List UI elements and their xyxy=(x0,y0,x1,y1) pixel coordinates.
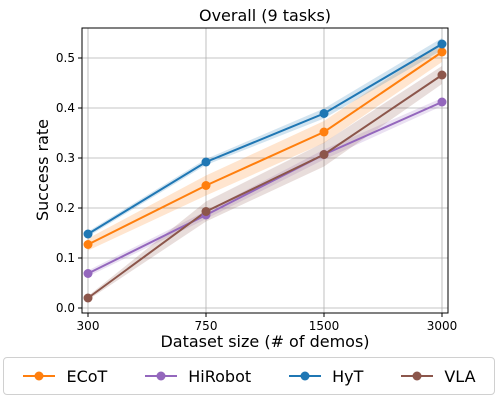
point-vla-0 xyxy=(83,293,93,303)
band-ecot xyxy=(88,42,442,251)
point-hyt-1 xyxy=(201,157,211,167)
point-ecot-2 xyxy=(319,127,329,137)
y-axis-ticks: 0.0 0.1 0.2 0.3 0.4 0.5 xyxy=(56,51,82,315)
x-tick-label-3: 3000 xyxy=(427,319,458,333)
point-hirobot-0 xyxy=(83,269,93,278)
y-tick-label-5: 0.5 xyxy=(56,51,75,65)
x-axis-label: Dataset size (# of demos) xyxy=(160,332,369,351)
line-chart: 300 750 1500 3000 0.0 0.1 0.2 0.3 0.4 0.5 Overal… xyxy=(33,6,458,351)
legend-item-ecot: ECoT xyxy=(22,367,107,386)
point-hyt-3 xyxy=(437,39,447,49)
band-hirobot xyxy=(88,98,442,277)
point-ecot-1 xyxy=(201,181,211,190)
x-axis-ticks: 300 750 1500 3000 xyxy=(77,313,458,333)
point-vla-2 xyxy=(319,150,329,159)
legend-item-hirobot: HiRobot xyxy=(144,367,251,386)
point-ecot-3 xyxy=(437,47,447,57)
y-tick-label-4: 0.4 xyxy=(56,101,75,115)
legend-label-hirobot: HiRobot xyxy=(188,366,252,386)
line-hyt xyxy=(87,43,443,235)
plot-frame xyxy=(81,27,449,314)
legend: ECoT HiRobot HyT VLA xyxy=(3,357,495,395)
legend-item-vla: VLA xyxy=(400,366,476,386)
line-hirobot xyxy=(87,101,443,275)
y-tick-label-1: 0.1 xyxy=(56,251,75,265)
y-tick-label-0: 0.0 xyxy=(56,301,75,315)
line-vla xyxy=(87,74,443,299)
legend-swatch-vla xyxy=(401,371,434,381)
x-tick-label-2: 1500 xyxy=(309,319,340,333)
point-ecot-0 xyxy=(83,240,93,249)
point-hyt-2 xyxy=(319,109,329,118)
legend-item-hyt: HyT xyxy=(288,367,363,386)
point-vla-1 xyxy=(201,207,211,216)
legend-swatch-ecot xyxy=(23,371,56,381)
x-tick-label-0: 300 xyxy=(77,319,100,333)
legend-swatch-hirobot xyxy=(145,371,178,381)
legend-label-hyt: HyT xyxy=(332,366,364,386)
series-points xyxy=(83,39,447,303)
y-axis-label: Success rate xyxy=(33,119,52,221)
y-tick-label-3: 0.3 xyxy=(56,151,75,165)
point-hyt-0 xyxy=(83,229,93,239)
line-ecot xyxy=(87,51,443,246)
point-hirobot-3 xyxy=(437,97,447,107)
x-tick-label-1: 750 xyxy=(195,319,218,333)
point-vla-3 xyxy=(437,70,447,80)
grid-lines xyxy=(82,28,448,313)
legend-label-vla: VLA xyxy=(444,366,476,386)
legend-label-ecot: ECoT xyxy=(66,366,108,386)
legend-swatch-hyt xyxy=(289,371,322,381)
y-tick-label-2: 0.2 xyxy=(56,201,75,215)
chart-title: Overall (9 tasks) xyxy=(199,6,331,25)
series-lines xyxy=(87,43,443,299)
